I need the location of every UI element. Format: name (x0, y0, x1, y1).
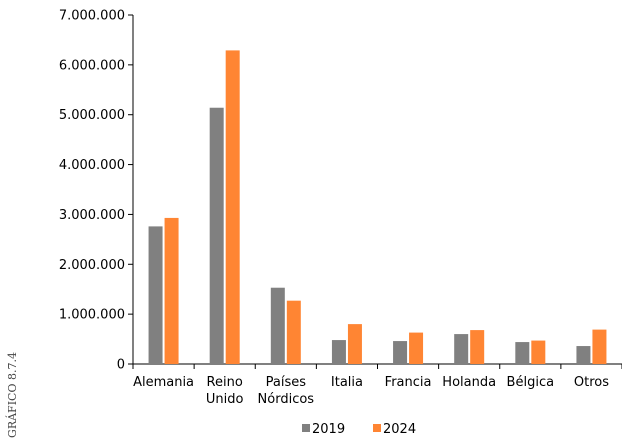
bar-2019 (393, 341, 408, 364)
figure-caption: GRÁFICO 8.7.4 (5, 352, 19, 438)
bar-2024 (347, 324, 362, 364)
legend-swatch-2024 (373, 424, 381, 432)
x-tick-label: Países Nórdicos (258, 375, 315, 407)
bar-2024 (286, 300, 301, 364)
x-tick-label: Francia (385, 375, 432, 390)
y-tick-label: 2.000.000 (59, 258, 125, 273)
x-tick-label: Italia (331, 375, 363, 390)
x-tick-label: Holanda (442, 375, 496, 390)
bar-2024 (409, 332, 424, 364)
bar-2019 (454, 334, 469, 364)
bar-2019 (331, 340, 346, 364)
bar-2019 (209, 107, 224, 364)
bar-2019 (270, 287, 285, 364)
bars (148, 50, 607, 365)
category-labels: Alemania Reino Unido Países Nórdicos Italia Fr… (133, 375, 609, 407)
bar-2019 (148, 226, 163, 364)
y-tick-label: 0 (117, 358, 125, 373)
x-tick-label: Alemania (133, 375, 194, 390)
legend-swatch-2019 (302, 424, 310, 432)
y-axis: 0 1.000.000 2.000.000 3.000.000 4.000.000 5.0… (59, 9, 134, 373)
legend: 2019 2024 (302, 422, 416, 437)
x-tick-label: Otros (574, 375, 609, 390)
bar-2024 (592, 329, 607, 364)
x-tick-label: Bélgica (507, 375, 555, 390)
legend-label-2024: 2024 (383, 422, 416, 437)
x-axis (132, 363, 622, 369)
bar-2019 (515, 342, 530, 364)
y-tick-label: 6.000.000 (59, 58, 125, 73)
legend-label-2019: 2019 (312, 422, 345, 437)
y-tick-label: 1.000.000 (59, 308, 125, 323)
bar-2024 (164, 217, 179, 364)
y-tick-label: 5.000.000 (59, 108, 125, 123)
y-tick-label: 4.000.000 (59, 158, 125, 173)
bar-2024 (531, 340, 546, 364)
bar-2024 (470, 330, 485, 364)
bar-2024 (225, 50, 240, 365)
bar-2019 (576, 346, 591, 364)
x-tick-label: Reino Unido (206, 375, 244, 407)
y-tick-label: 3.000.000 (59, 208, 125, 223)
y-tick-label: 7.000.000 (59, 9, 125, 24)
